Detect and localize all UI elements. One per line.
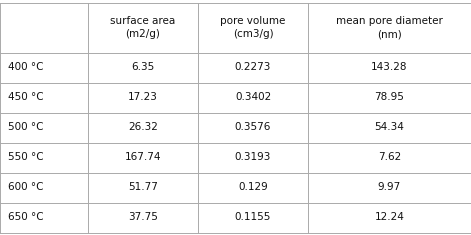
Text: 12.24: 12.24 <box>374 212 405 223</box>
Text: 600 °C: 600 °C <box>8 183 43 192</box>
Text: 17.23: 17.23 <box>128 93 158 102</box>
Text: 51.77: 51.77 <box>128 183 158 192</box>
Text: 0.1155: 0.1155 <box>235 212 271 223</box>
Text: 143.28: 143.28 <box>371 63 408 73</box>
Text: 26.32: 26.32 <box>128 122 158 133</box>
Text: 0.129: 0.129 <box>238 183 268 192</box>
Text: mean pore diameter
(nm): mean pore diameter (nm) <box>336 16 443 39</box>
Text: 0.3402: 0.3402 <box>235 93 271 102</box>
Text: surface area
(m2/g): surface area (m2/g) <box>110 16 176 39</box>
Text: 78.95: 78.95 <box>374 93 405 102</box>
Text: 0.2273: 0.2273 <box>235 63 271 73</box>
Text: 54.34: 54.34 <box>374 122 405 133</box>
Text: 0.3193: 0.3193 <box>235 153 271 162</box>
Text: 167.74: 167.74 <box>125 153 161 162</box>
Text: pore volume
(cm3/g): pore volume (cm3/g) <box>220 16 286 39</box>
Text: 0.3576: 0.3576 <box>235 122 271 133</box>
Text: 7.62: 7.62 <box>378 153 401 162</box>
Text: 550 °C: 550 °C <box>8 153 44 162</box>
Text: 650 °C: 650 °C <box>8 212 44 223</box>
Text: 9.97: 9.97 <box>378 183 401 192</box>
Text: 500 °C: 500 °C <box>8 122 43 133</box>
Text: 450 °C: 450 °C <box>8 93 44 102</box>
Text: 6.35: 6.35 <box>131 63 154 73</box>
Text: 37.75: 37.75 <box>128 212 158 223</box>
Text: 400 °C: 400 °C <box>8 63 43 73</box>
